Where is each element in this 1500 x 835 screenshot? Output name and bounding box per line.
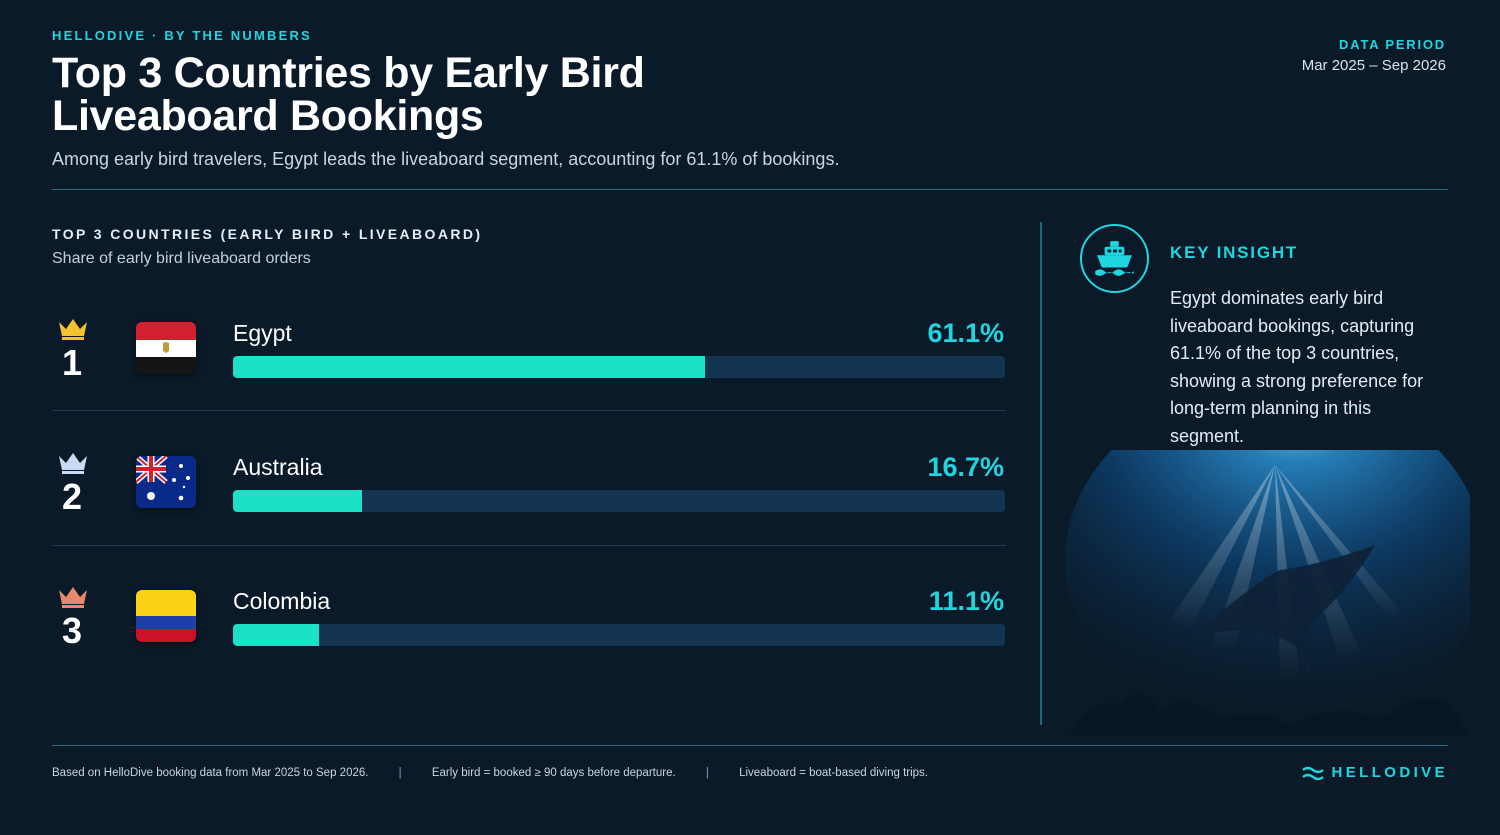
- brand-logo: HELLODIVE: [1331, 764, 1448, 781]
- bar-track: [233, 624, 1005, 646]
- colombia-flag-icon: [136, 590, 196, 642]
- row-divider: [52, 410, 1006, 411]
- footer-note-liveaboard: Liveaboard = boat-based diving trips.: [739, 767, 928, 779]
- key-insight-text: Egypt dominates early bird liveaboard bo…: [1170, 288, 1424, 446]
- crown-icon-bronze: [59, 587, 87, 608]
- page-subtitle: Among early bird travelers, Egypt leads …: [52, 149, 840, 169]
- bar-row-australia: 2 Australia 16.7%: [52, 450, 1006, 560]
- row-divider: [52, 545, 1006, 546]
- crown-icon-silver: [59, 453, 87, 474]
- bar-fill: [233, 624, 319, 646]
- crown-icon-gold: [59, 319, 87, 340]
- rank-number: 2: [61, 476, 83, 517]
- bar-label: Colombia: [233, 588, 331, 614]
- australia-flag-icon: [136, 456, 196, 508]
- bar-label: Egypt: [233, 320, 292, 346]
- bar-track: [233, 356, 1005, 378]
- bar-value-label: 11.1%: [928, 586, 1004, 616]
- rank-number: 1: [61, 342, 83, 383]
- bar-row-colombia: 3 Colombia 11.1%: [52, 584, 1006, 694]
- bar-value-label: 61.1%: [927, 318, 1004, 348]
- rank-number: 3: [61, 610, 83, 651]
- bar-label: Australia: [233, 454, 323, 480]
- footer-note-early-bird: Early bird = booked ≥ 90 days before dep…: [431, 767, 676, 779]
- bar-value-label: 16.7%: [927, 452, 1004, 482]
- bottom-divider: [52, 745, 1448, 746]
- footer-note-source: Based on HelloDive booking data from Mar…: [52, 767, 369, 779]
- waves-icon: [1302, 766, 1324, 780]
- footer-notes: Based on HelloDive booking data from Mar…: [52, 767, 928, 779]
- page-title: Top 3 Countries by Early Bird Liveaboard…: [52, 49, 645, 140]
- footer-separator: |: [705, 767, 709, 779]
- ship-icon: [1080, 224, 1149, 293]
- footer-separator: |: [398, 767, 402, 779]
- data-period-value: Mar 2025 – Sep 2026: [1301, 57, 1446, 74]
- chart-subheading: Share of early bird liveaboard orders: [52, 250, 311, 267]
- bar-track: [233, 490, 1005, 512]
- panel-divider: [1040, 222, 1042, 725]
- top-divider: [52, 189, 1448, 190]
- bar-fill: [233, 490, 362, 512]
- data-period-label: DATA PERIOD: [1339, 37, 1446, 52]
- bar-fill: [233, 356, 705, 378]
- chart-heading: TOP 3 COUNTRIES (EARLY BIRD + LIVEABOARD…: [52, 226, 483, 242]
- key-insight-label: KEY INSIGHT: [1170, 243, 1299, 262]
- eyebrow: HELLODIVE · BY THE NUMBERS: [52, 28, 312, 43]
- manta-ray-illustration: [1065, 450, 1470, 735]
- bar-row-egypt: 1 Egypt 61.1%: [52, 316, 1006, 426]
- egypt-flag-icon: [136, 322, 196, 374]
